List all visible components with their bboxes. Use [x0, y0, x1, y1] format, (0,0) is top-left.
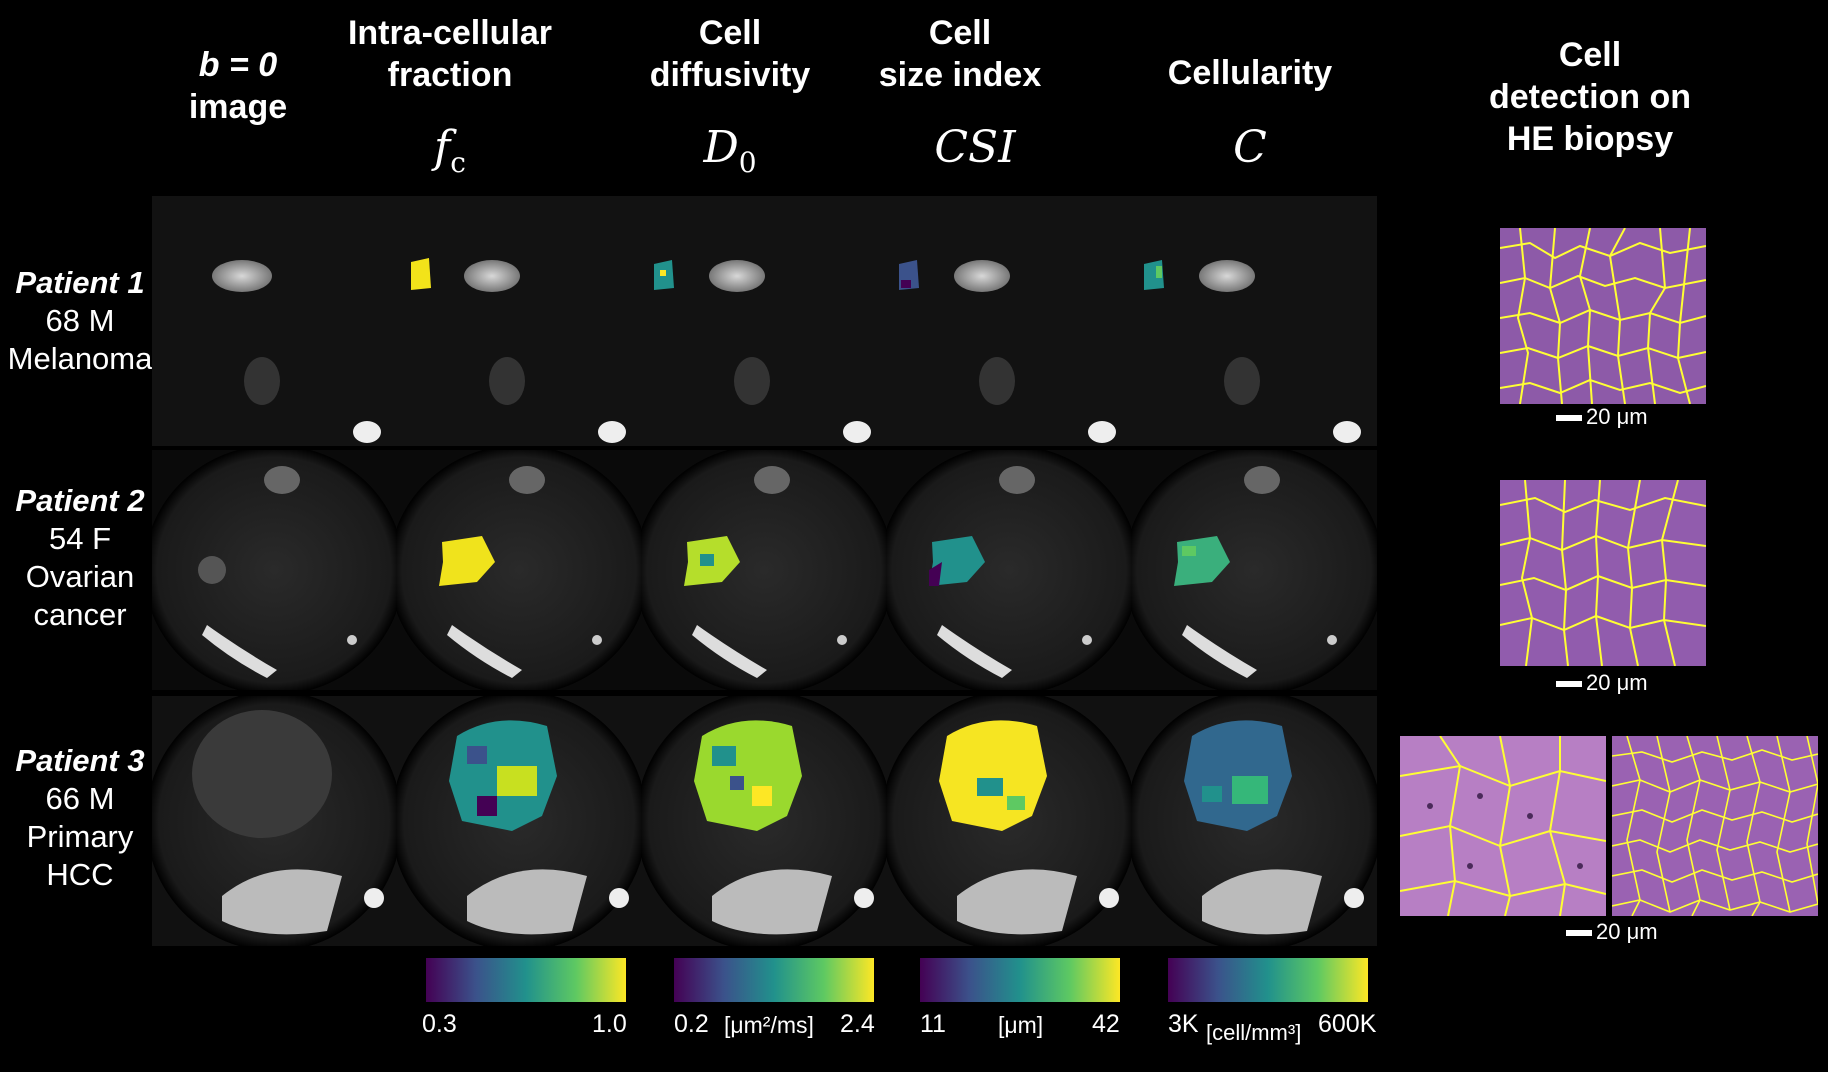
- header-d0: Cell diffusivity: [630, 12, 830, 96]
- p1-fc-map: [397, 196, 642, 446]
- patient-1-diagnosis: Melanoma: [7, 341, 153, 376]
- patient-1-info: 68 M: [45, 303, 115, 338]
- p2-csi-map: [887, 450, 1132, 690]
- colorbar-d0: [674, 958, 874, 1002]
- patient-3-name: Patient 3: [15, 743, 145, 778]
- header-b0-line1: b = 0: [198, 46, 278, 84]
- colorbar-csi-min: 11: [920, 1010, 946, 1038]
- patient-1-name: Patient 1: [15, 265, 145, 300]
- patient-3-diagnosis-2: HCC: [46, 857, 114, 892]
- patient-2-diagnosis-2: cancer: [33, 597, 127, 632]
- p1-d0-map: [642, 196, 887, 446]
- header-fc: Intra-cellular fraction: [330, 12, 570, 96]
- symbol-csi-main: CSI: [934, 122, 1016, 173]
- p3-scale-label: 20 μm: [1596, 919, 1658, 944]
- symbol-fc-sub: c: [450, 145, 466, 179]
- patient-1-label: Patient 1 68 M Melanoma: [0, 264, 160, 378]
- header-he-line3: HE biopsy: [1506, 120, 1674, 158]
- header-csi-line1: Cell: [928, 14, 992, 52]
- p3-he-biopsy-a: [1400, 736, 1606, 916]
- p3-scale-bar: [1566, 930, 1592, 936]
- patient-3-info: 66 M: [45, 781, 115, 816]
- colorbar-cell-unit: [cell/mm³]: [1206, 1020, 1302, 1045]
- colorbar-cell-min: 3K: [1168, 1010, 1199, 1038]
- patient-2-name: Patient 2: [15, 483, 145, 518]
- header-he: Cell detection on HE biopsy: [1440, 34, 1740, 160]
- p2-b0-image: [152, 450, 397, 690]
- colorbar-d0-max: 2.4: [840, 1010, 875, 1038]
- p3-cell-map: [1132, 696, 1377, 946]
- patient-3-diagnosis-1: Primary: [26, 819, 134, 854]
- p3-fc-map: [397, 696, 642, 946]
- patient-2-label: Patient 2 54 F Ovarian cancer: [0, 482, 160, 634]
- p2-d0-map: [642, 450, 887, 690]
- p3-he-biopsy-b: [1612, 736, 1818, 916]
- colorbar-csi-max: 42: [1092, 1010, 1120, 1038]
- colorbar-cell: [1168, 958, 1368, 1002]
- colorbar-d0-unit: [μm²/ms]: [724, 1012, 814, 1038]
- colorbar-csi: [920, 958, 1120, 1002]
- p1-cell-map: [1132, 196, 1377, 446]
- header-csi: Cell size index: [860, 12, 1060, 96]
- header-csi-line2: size index: [878, 56, 1042, 94]
- p3-csi-map: [887, 696, 1132, 946]
- header-he-line1: Cell: [1558, 36, 1622, 74]
- p2-cell-map: [1132, 450, 1377, 690]
- patient-3-label: Patient 3 66 M Primary HCC: [0, 742, 160, 894]
- p2-scale-label: 20 μm: [1586, 670, 1648, 695]
- header-fc-line2: fraction: [387, 56, 513, 94]
- symbol-d0-sub: 0: [738, 145, 757, 179]
- header-fc-line1: Intra-cellular: [347, 14, 553, 52]
- patient-2-diagnosis-1: Ovarian: [25, 559, 135, 594]
- p1-b0-image: [152, 196, 397, 446]
- p1-he-biopsy: [1500, 228, 1706, 404]
- p2-fc-map: [397, 450, 642, 690]
- symbol-fc-main: f: [434, 122, 451, 173]
- p3-b0-image: [152, 696, 397, 946]
- colorbar-csi-unit: [μm]: [998, 1012, 1044, 1038]
- header-d0-line1: Cell: [698, 14, 762, 52]
- symbol-d0-main: D: [703, 122, 739, 173]
- p2-he-biopsy: [1500, 480, 1706, 666]
- colorbar-fc-min: 0.3: [422, 1010, 457, 1038]
- p1-csi-map: [887, 196, 1132, 446]
- p1-scale-bar: [1556, 415, 1582, 421]
- colorbar-fc: [426, 958, 626, 1002]
- header-cell-line1: Cellularity: [1167, 54, 1333, 92]
- p2-scale-bar: [1556, 681, 1582, 687]
- patient-2-info: 54 F: [48, 521, 112, 556]
- symbol-csi: CSI: [910, 122, 1040, 173]
- p1-scale-label: 20 μm: [1586, 404, 1648, 429]
- colorbar-d0-min: 0.2: [674, 1010, 709, 1038]
- p3-d0-map: [642, 696, 887, 946]
- header-b0-line2: image: [188, 88, 288, 126]
- symbol-cell-main: C: [1233, 122, 1267, 173]
- symbol-cell: C: [1200, 122, 1300, 173]
- colorbar-fc-max: 1.0: [592, 1010, 627, 1038]
- header-b0: b = 0 image: [168, 44, 308, 128]
- colorbar-cell-max: 600K: [1318, 1010, 1377, 1038]
- symbol-d0: D0: [680, 122, 780, 179]
- symbol-fc: fc: [400, 122, 500, 179]
- header-d0-line2: diffusivity: [649, 56, 811, 94]
- header-cell: Cellularity: [1140, 52, 1360, 94]
- header-he-line2: detection on: [1488, 78, 1692, 116]
